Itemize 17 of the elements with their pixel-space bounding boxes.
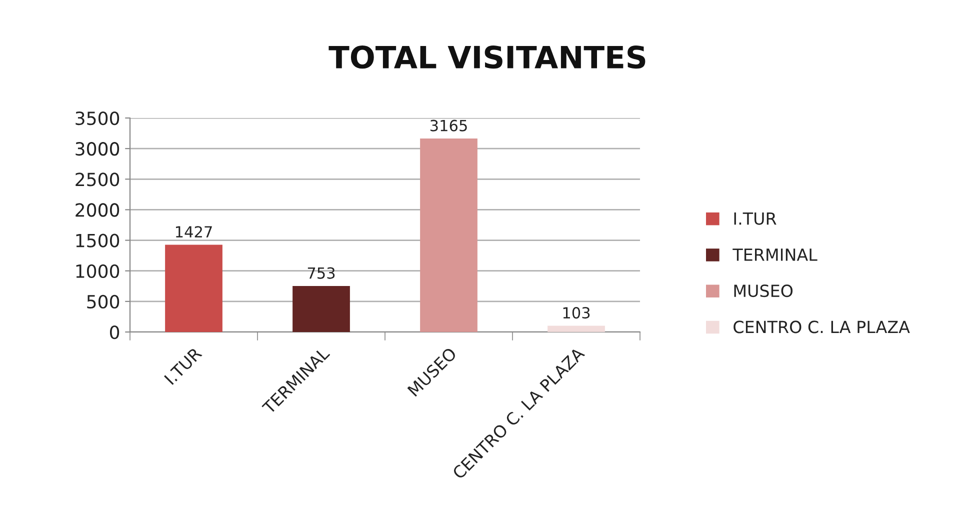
legend-label: CENTRO C. LA PLAZA (734, 320, 910, 334)
data-label: 103 (563, 307, 590, 319)
y-tick-label: 3000 (76, 142, 120, 156)
legend-label: MUSEO (734, 284, 793, 298)
y-tick-label: 1000 (76, 264, 120, 278)
y-tick-label: 1500 (76, 234, 120, 248)
legend-label: TERMINAL (732, 248, 818, 261)
data-label: 1427 (176, 226, 212, 238)
y-tick-label: 2000 (76, 203, 120, 217)
y-tick-label: 0 (110, 325, 120, 340)
y-tick-label: 2500 (76, 172, 120, 186)
legend-label: I.TUR (734, 212, 776, 225)
chart-title: TOTAL VISITANTES (328, 46, 646, 69)
y-tick-label: 500 (87, 294, 120, 309)
y-tick-label: 3500 (76, 111, 120, 126)
data-label: 3165 (430, 120, 467, 132)
data-label: 753 (308, 267, 335, 279)
